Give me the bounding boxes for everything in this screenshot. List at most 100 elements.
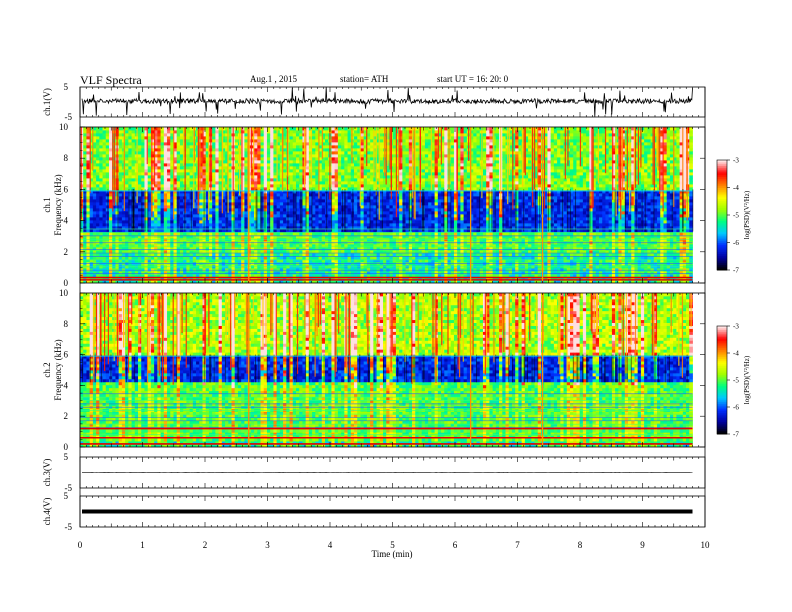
- spectro-cell: [144, 139, 149, 143]
- spectro-cell: [112, 226, 116, 230]
- spectro-cell: [266, 280, 271, 283]
- spectro-cell: [212, 130, 216, 134]
- spectro-cell: [199, 184, 203, 188]
- spectro-cell: [141, 172, 145, 176]
- spectro-cell: [221, 130, 226, 134]
- spectro-cell: [109, 208, 113, 212]
- spectro-cell: [357, 208, 361, 212]
- spectro-cell: [150, 139, 155, 143]
- spectro-cell: [266, 190, 271, 194]
- spectro-cell: [154, 220, 158, 224]
- spectro-cell: [270, 169, 274, 173]
- spectro-cell: [270, 127, 274, 131]
- spectro-cell: [250, 181, 255, 185]
- spectro-cell: [344, 166, 348, 170]
- spectro-cell: [325, 127, 329, 131]
- spectro-cell: [244, 142, 249, 146]
- spectro-cell: [109, 151, 113, 155]
- spectro-cell: [318, 181, 323, 185]
- spectro-cell: [286, 244, 290, 248]
- spectro-cell: [160, 172, 165, 176]
- spectro-cell: [244, 253, 249, 257]
- spectro-cell: [257, 232, 261, 236]
- spectro-cell: [176, 208, 181, 212]
- spectro-cell: [179, 139, 184, 143]
- spectro-cell: [138, 250, 142, 254]
- spectro-cell: [363, 187, 368, 191]
- spectro-cell: [167, 226, 171, 230]
- spectro-cell: [315, 208, 319, 212]
- spectro-cell: [134, 214, 139, 218]
- spectro-cell: [186, 268, 190, 272]
- spectro-cell: [192, 256, 197, 260]
- spectro-cell: [315, 211, 319, 215]
- spectro-cell: [305, 175, 310, 179]
- spectro-cell: [360, 172, 365, 176]
- spectro-cell: [276, 277, 281, 281]
- spectro-cell: [383, 190, 387, 194]
- spectro-cell: [160, 145, 165, 149]
- spectro-cell: [118, 157, 123, 161]
- spectro-cell: [373, 142, 377, 146]
- spectro-cell: [189, 175, 194, 179]
- spectro-cell: [357, 238, 361, 242]
- spectro-cell: [205, 238, 210, 242]
- spectro-cell: [254, 262, 258, 266]
- spectro-cell: [105, 247, 110, 251]
- spectro-cell: [205, 166, 210, 170]
- spectro-cell: [257, 172, 261, 176]
- spectro-cell: [312, 187, 316, 191]
- spectro-cell: [157, 217, 161, 221]
- spectro-cell: [376, 280, 381, 283]
- spectro-cell: [215, 229, 220, 233]
- spectro-cell: [163, 235, 168, 239]
- spectro-cell: [354, 268, 358, 272]
- spectro-cell: [379, 184, 384, 188]
- spectro-cell: [276, 256, 281, 260]
- spectro-cell: [89, 193, 94, 197]
- spectro-cell: [160, 151, 165, 155]
- spectro-cell: [318, 262, 323, 266]
- spectro-cell: [376, 238, 381, 242]
- spectro-cell: [183, 262, 187, 266]
- spectro-cell: [279, 181, 284, 185]
- spectro-cell: [257, 199, 261, 203]
- spectro-cell: [344, 160, 348, 164]
- spectro-cell: [150, 220, 155, 224]
- spectro-cell: [205, 268, 210, 272]
- spectro-cell: [283, 127, 287, 131]
- spectro-cell: [121, 151, 126, 155]
- spectro-cell: [105, 232, 110, 236]
- spectro-cell: [308, 208, 313, 212]
- spectro-cell: [144, 250, 149, 254]
- spectro-cell: [376, 127, 381, 131]
- spectro-cell: [167, 244, 171, 248]
- spectro-cell: [366, 196, 371, 200]
- spectro-cell: [363, 181, 368, 185]
- spectro-cell: [366, 187, 371, 191]
- spectro-cell: [150, 211, 155, 215]
- spectro-cell: [231, 262, 236, 266]
- spectro-cell: [312, 217, 316, 221]
- spectro-cell: [202, 136, 207, 140]
- spectro-cell: [125, 259, 129, 263]
- spectro-cell: [138, 166, 142, 170]
- spectro-cell: [167, 274, 171, 278]
- spectro-cell: [192, 208, 197, 212]
- spectro-cell: [186, 280, 190, 283]
- spectro-cell: [170, 226, 174, 230]
- spectro-cell: [86, 184, 91, 188]
- spectro-cell: [244, 208, 249, 212]
- spectro-cell: [279, 160, 284, 164]
- spectro-cell: [312, 154, 316, 158]
- spectro-cell: [302, 247, 307, 251]
- spectro-cell: [325, 169, 329, 173]
- spectro-cell: [308, 271, 313, 275]
- spectro-cell: [370, 208, 374, 212]
- spectro-cell: [263, 181, 268, 185]
- spectro-cell: [234, 142, 239, 146]
- spectro-cell: [105, 133, 110, 137]
- spectro-cell: [176, 211, 181, 215]
- spectro-cell: [157, 175, 161, 179]
- spectro-cell: [221, 211, 226, 215]
